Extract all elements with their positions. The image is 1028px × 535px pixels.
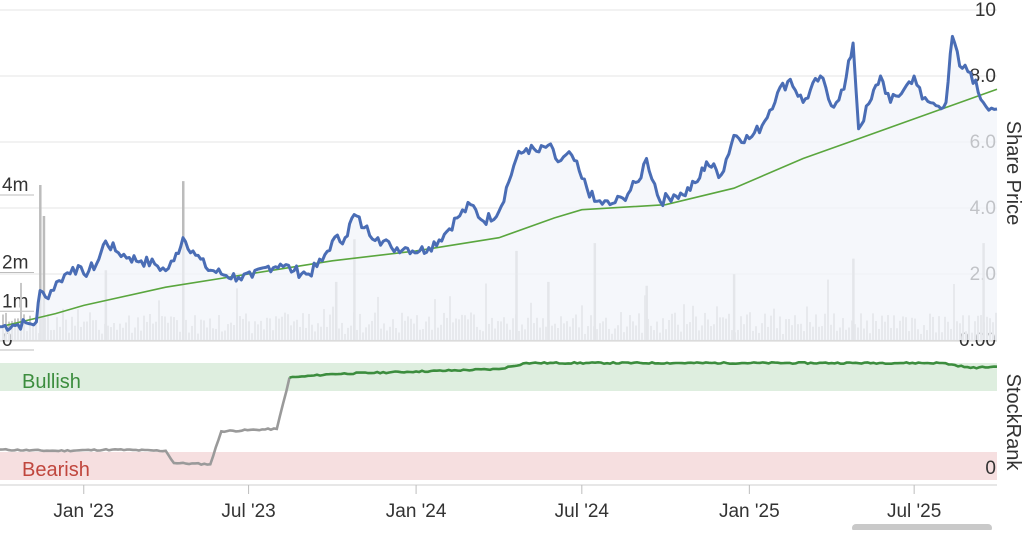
x-tick-label: Jul '23 xyxy=(221,501,275,522)
range-scrollbar-thumb[interactable] xyxy=(852,524,992,532)
axes: Share Price StockRank 0 xyxy=(985,121,1024,479)
bullish-band-label: Bullish xyxy=(22,371,81,393)
volume-tick-label: 0 xyxy=(2,330,13,351)
volume-tick-label: 2m xyxy=(2,253,28,274)
x-axis: Jan '23 Jul '23 Jan '24 Jul '24 Jan '25 Jul '… xyxy=(0,484,997,522)
volume-tick-label: 1m xyxy=(2,291,28,312)
stockrank-line-neutral xyxy=(0,377,291,466)
moving-average-line xyxy=(0,88,998,328)
x-tick-label: Jul '25 xyxy=(887,501,941,522)
stockrank-line-bullish xyxy=(289,360,998,379)
share-price-axis-title: Share Price xyxy=(1002,121,1024,226)
bullish-band xyxy=(0,363,997,391)
x-tick-label: Jan '23 xyxy=(53,501,114,522)
volume-bar xyxy=(42,216,46,340)
volume-bar xyxy=(39,185,42,340)
stockrank-series xyxy=(0,360,998,466)
price-area xyxy=(0,36,997,341)
x-tick-label: Jan '25 xyxy=(719,501,780,522)
price-line xyxy=(0,34,998,332)
volume-bar xyxy=(20,282,22,340)
x-tick-label: Jul '24 xyxy=(555,501,610,522)
price-series xyxy=(0,34,998,341)
stockrank-axis-title: StockRank xyxy=(1002,374,1024,472)
bearish-band-label: Bearish xyxy=(22,459,90,481)
stockrank-tick-label: 0 xyxy=(985,458,996,479)
x-tick-label: Jan '24 xyxy=(386,501,447,522)
stockrank-bands: Bullish Bearish xyxy=(0,363,997,481)
price-tick-label: 10 xyxy=(975,0,996,21)
volume-tick-label: 4m xyxy=(2,175,28,196)
bearish-band xyxy=(0,452,997,480)
